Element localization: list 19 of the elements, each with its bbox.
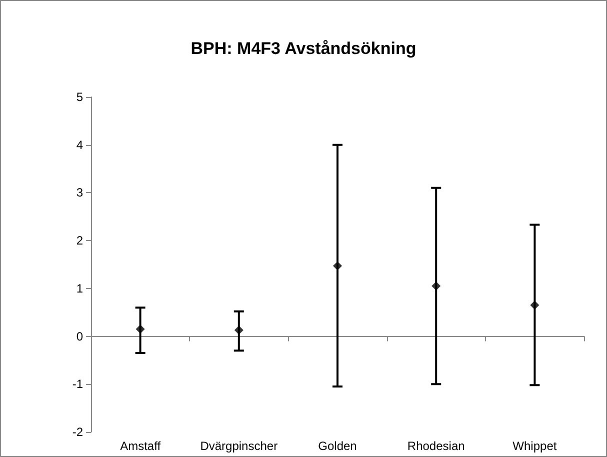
point xyxy=(234,326,244,335)
point xyxy=(333,261,342,270)
chart-title: BPH: M4F3 Avståndsökning xyxy=(190,39,416,58)
point xyxy=(432,282,441,291)
x-tick-label: Dvärgpinscher xyxy=(200,439,278,453)
y-tick-label: 0 xyxy=(76,329,84,344)
y-tick-label: 1 xyxy=(76,281,84,296)
y-tick-label: 4 xyxy=(76,138,84,152)
point xyxy=(136,324,145,334)
point xyxy=(530,300,540,310)
y-tick-label: 5 xyxy=(76,90,84,104)
y-tick-label: -1 xyxy=(72,377,84,392)
x-tick-label: Rhodesian xyxy=(407,439,465,453)
x-tick-label: Amstaff xyxy=(120,439,162,453)
x-tick-label: Whippet xyxy=(512,439,558,453)
x-tick-label: Golden xyxy=(318,439,357,453)
y-tick-label: 3 xyxy=(76,186,84,200)
y-tick-label: -2 xyxy=(72,425,84,439)
y-tick-label: 2 xyxy=(76,234,84,248)
